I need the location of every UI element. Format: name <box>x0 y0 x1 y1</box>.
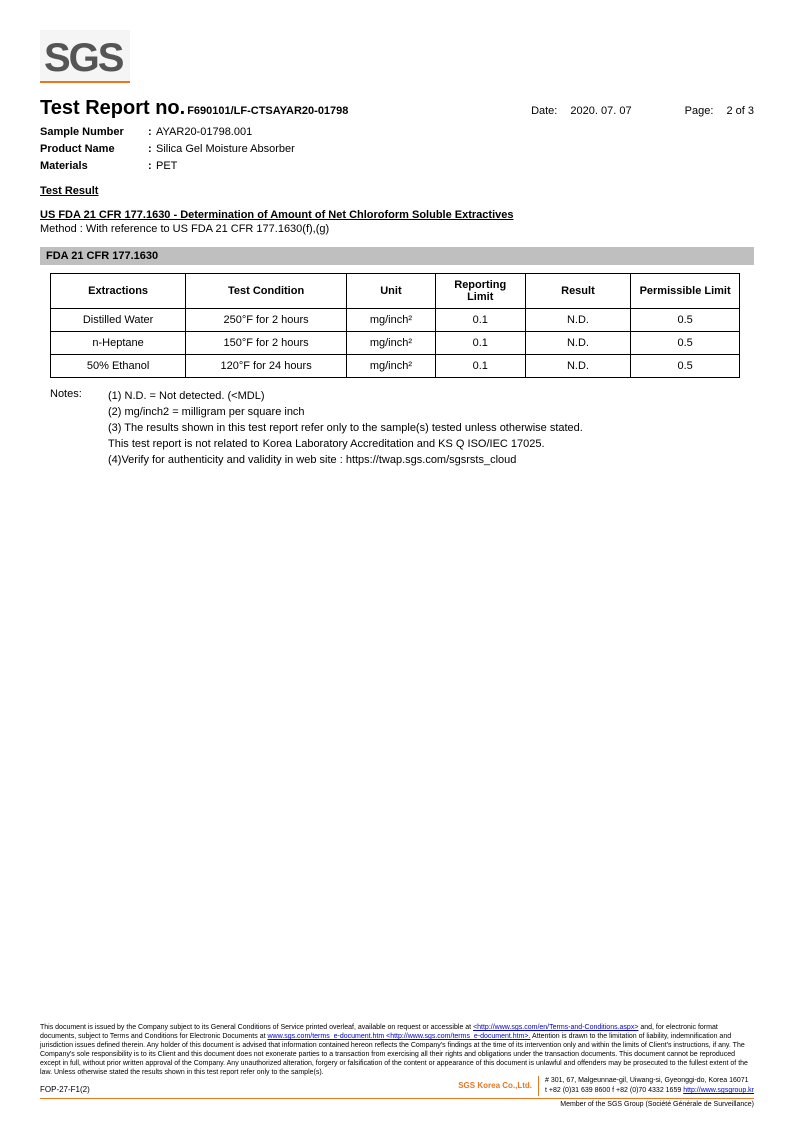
report-title: Test Report no. <box>40 97 185 120</box>
regulation-title: US FDA 21 CFR 177.1630 - Determination o… <box>40 209 754 221</box>
table-cell: 0.1 <box>435 309 525 332</box>
note-line: (1) N.D. = Not detected. (<MDL) <box>108 388 754 404</box>
results-header-cell: Result <box>525 274 631 309</box>
logo-text: SGS <box>44 36 122 80</box>
date-label: Date: <box>531 105 557 117</box>
page-label: Page: <box>685 105 714 117</box>
section-bar: FDA 21 CFR 177.1630 <box>40 247 754 265</box>
date-value: 2020. 07. 07 <box>570 105 631 117</box>
table-row: n-Heptane150°F for 2 hoursmg/inch²0.1N.D… <box>51 332 740 355</box>
disclaimer-pre: This document is issued by the Company s… <box>40 1024 473 1031</box>
note-line: This test report is not related to Korea… <box>108 436 754 452</box>
company-address: # 301, 67, Malgeunnae-gil, Uiwang-si, Gy… <box>539 1076 754 1096</box>
table-cell: mg/inch² <box>347 355 436 378</box>
table-cell: 0.5 <box>631 355 740 378</box>
results-header-cell: Extractions <box>51 274 186 309</box>
materials-value: PET <box>156 158 177 175</box>
note-line: (3) The results shown in this test repor… <box>108 420 754 436</box>
address-line-1: # 301, 67, Malgeunnae-gil, Uiwang-si, Gy… <box>545 1076 754 1086</box>
table-cell: N.D. <box>525 355 631 378</box>
page-value: 2 of 3 <box>726 105 754 117</box>
notes-block: Notes: (1) N.D. = Not detected. (<MDL)(2… <box>40 388 754 468</box>
disclaimer-link-2[interactable]: www.sgs.com/terms_e-document.htm <http:/… <box>267 1033 530 1040</box>
test-result-heading: Test Result <box>40 185 754 197</box>
disclaimer-link-1[interactable]: <http://www.sgs.com/en/Terms-and-Conditi… <box>473 1024 638 1031</box>
notes-label: Notes: <box>40 388 108 468</box>
table-row: Distilled Water250°F for 2 hoursmg/inch²… <box>51 309 740 332</box>
materials-label: Materials <box>40 158 148 175</box>
method-text: Method : With reference to US FDA 21 CFR… <box>40 223 754 235</box>
table-cell: 0.1 <box>435 332 525 355</box>
table-cell: mg/inch² <box>347 332 436 355</box>
meta-table: Sample Number : AYAR20-01798.001 Product… <box>40 124 754 175</box>
logo: SGS <box>40 30 130 83</box>
header-row: Test Report no. F690101/LF-CTSAYAR20-017… <box>40 97 754 120</box>
note-line: (2) mg/inch2 = milligram per square inch <box>108 404 754 420</box>
results-header-cell: Test Condition <box>186 274 347 309</box>
table-cell: N.D. <box>525 332 631 355</box>
product-name-label: Product Name <box>40 141 148 158</box>
note-line: (4)Verify for authenticity and validity … <box>108 452 754 468</box>
table-cell: 250°F for 2 hours <box>186 309 347 332</box>
footer-info-block: SGS Korea Co.,Ltd. # 301, 67, Malgeunnae… <box>40 1076 754 1108</box>
table-cell: Distilled Water <box>51 309 186 332</box>
table-cell: 120°F for 24 hours <box>186 355 347 378</box>
table-cell: N.D. <box>525 309 631 332</box>
table-cell: mg/inch² <box>347 309 436 332</box>
table-cell: 50% Ethanol <box>51 355 186 378</box>
table-cell: 0.5 <box>631 332 740 355</box>
date-page-block: Date: 2020. 07. 07 Page: 2 of 3 <box>521 105 754 117</box>
results-header-cell: Reporting Limit <box>435 274 525 309</box>
table-cell: n-Heptane <box>51 332 186 355</box>
sample-number-label: Sample Number <box>40 124 148 141</box>
table-cell: 0.5 <box>631 309 740 332</box>
member-line: Member of the SGS Group (Société Général… <box>40 1101 754 1108</box>
table-cell: 0.1 <box>435 355 525 378</box>
results-header-cell: Unit <box>347 274 436 309</box>
results-header-cell: Permissible Limit <box>631 274 740 309</box>
notes-body: (1) N.D. = Not detected. (<MDL)(2) mg/in… <box>108 388 754 468</box>
address-line-2-pre: t +82 (0)31 639 8600 f +82 (0)70 4332 16… <box>545 1087 683 1094</box>
disclaimer: This document is issued by the Company s… <box>40 1023 754 1077</box>
results-table: ExtractionsTest ConditionUnitReporting L… <box>50 273 740 378</box>
table-cell: 150°F for 2 hours <box>186 332 347 355</box>
company-name: SGS Korea Co.,Ltd. <box>458 1076 539 1096</box>
table-row: 50% Ethanol120°F for 24 hoursmg/inch²0.1… <box>51 355 740 378</box>
report-number: F690101/LF-CTSAYAR20-01798 <box>187 105 348 117</box>
product-name-value: Silica Gel Moisture Absorber <box>156 141 295 158</box>
company-url-link[interactable]: http://www.sgsgroup.kr <box>683 1087 754 1094</box>
sample-number-value: AYAR20-01798.001 <box>156 124 252 141</box>
